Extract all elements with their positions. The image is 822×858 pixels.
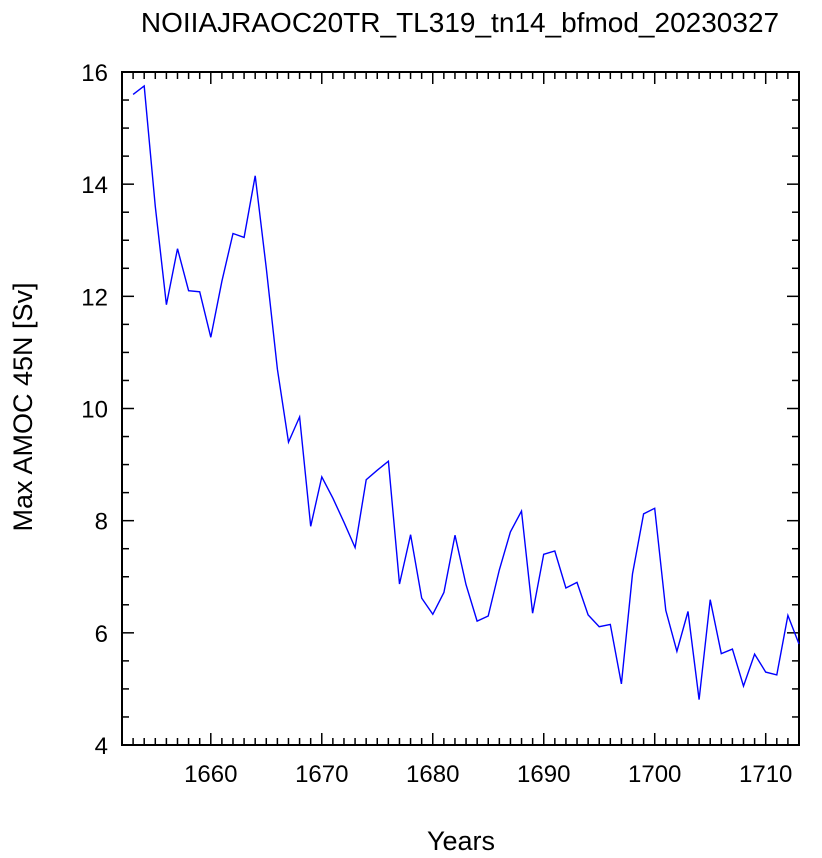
x-tick-label: 1660: [184, 761, 237, 788]
y-axis-tick-labels: 4 6 8 10 12 14 16: [81, 60, 108, 760]
series-line: [132, 84, 800, 700]
x-tick-label: 1670: [295, 761, 348, 788]
y-axis-ticks: [122, 71, 799, 746]
y-tick-label: 10: [81, 397, 108, 424]
x-tick-label: 1680: [406, 761, 459, 788]
y-tick-label: 14: [81, 172, 108, 199]
y-tick-label: 8: [95, 509, 108, 536]
y-axis-label: Max AMOC 45N [Sv]: [8, 282, 38, 531]
x-axis-label: Years: [427, 826, 495, 856]
x-tick-label: 1710: [739, 761, 792, 788]
y-tick-label: 16: [81, 60, 108, 87]
chart-title: NOIIAJRAOC20TR_TL319_tn14_bfmod_20230327: [141, 7, 779, 38]
y-tick-label: 4: [95, 733, 108, 760]
x-axis-ticks: [121, 72, 800, 745]
x-axis-tick-labels: 1660 1670 1680 1690 1700 1710: [184, 761, 792, 788]
plot-frame: [121, 71, 800, 746]
x-tick-label: 1700: [628, 761, 681, 788]
y-tick-label: 12: [81, 284, 108, 311]
y-tick-label: 6: [95, 621, 108, 648]
x-tick-label: 1690: [517, 761, 570, 788]
